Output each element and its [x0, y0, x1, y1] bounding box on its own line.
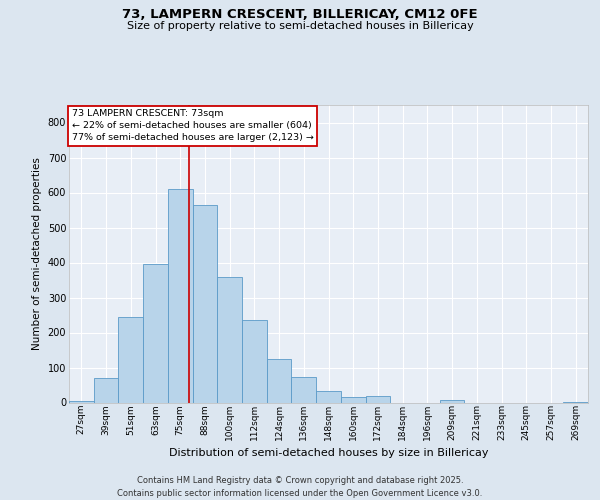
Text: 73 LAMPERN CRESCENT: 73sqm
← 22% of semi-detached houses are smaller (604)
77% o: 73 LAMPERN CRESCENT: 73sqm ← 22% of semi…: [71, 110, 313, 142]
Bar: [440, 400, 464, 402]
Bar: [292, 377, 316, 402]
Bar: [69, 401, 94, 402]
Bar: [193, 205, 217, 402]
Y-axis label: Number of semi-detached properties: Number of semi-detached properties: [32, 158, 42, 350]
Bar: [316, 391, 341, 402]
Bar: [143, 264, 168, 402]
Text: 73, LAMPERN CRESCENT, BILLERICAY, CM12 0FE: 73, LAMPERN CRESCENT, BILLERICAY, CM12 0…: [122, 8, 478, 20]
Bar: [341, 397, 365, 402]
Text: Distribution of semi-detached houses by size in Billericay: Distribution of semi-detached houses by …: [169, 448, 488, 458]
Bar: [242, 320, 267, 402]
Bar: [168, 189, 193, 402]
Bar: [267, 359, 292, 403]
Text: Contains HM Land Registry data © Crown copyright and database right 2025.
Contai: Contains HM Land Registry data © Crown c…: [118, 476, 482, 498]
Text: Size of property relative to semi-detached houses in Billericay: Size of property relative to semi-detach…: [127, 21, 473, 31]
Bar: [94, 378, 118, 402]
Bar: [365, 396, 390, 402]
Bar: [118, 317, 143, 402]
Bar: [217, 276, 242, 402]
